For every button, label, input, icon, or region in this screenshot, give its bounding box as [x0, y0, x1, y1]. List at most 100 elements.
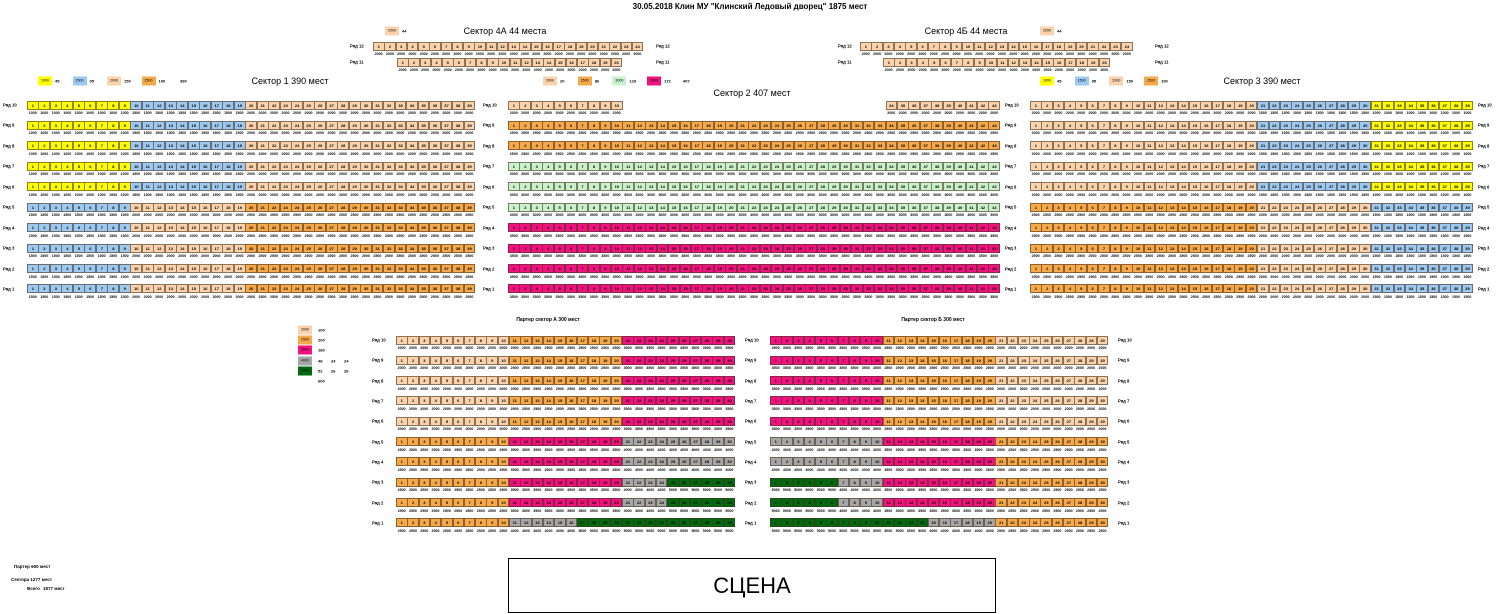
- seat[interactable]: 10: [1132, 223, 1144, 233]
- seat[interactable]: 14: [916, 396, 929, 406]
- seat[interactable]: 7: [576, 264, 589, 274]
- seat[interactable]: 13: [645, 243, 657, 253]
- seat[interactable]: 21: [256, 100, 269, 110]
- seat[interactable]: 17: [1211, 243, 1224, 253]
- seat[interactable]: 16: [565, 355, 578, 365]
- seat[interactable]: 15: [927, 355, 940, 365]
- seat[interactable]: 22: [633, 396, 645, 406]
- seat[interactable]: 12: [893, 457, 906, 467]
- seat[interactable]: 27: [1325, 141, 1338, 151]
- seat[interactable]: 35: [1416, 161, 1428, 171]
- seat[interactable]: 15: [554, 355, 566, 365]
- seat[interactable]: 1: [508, 120, 520, 130]
- seat[interactable]: 5: [815, 518, 827, 528]
- seat[interactable]: 19: [599, 396, 611, 406]
- seat[interactable]: 9: [1120, 141, 1133, 151]
- seat[interactable]: 33: [394, 223, 407, 233]
- seat[interactable]: 32: [1382, 120, 1394, 130]
- seat[interactable]: 24: [1291, 182, 1303, 192]
- seat[interactable]: 17: [576, 477, 589, 487]
- seat[interactable]: 4: [803, 518, 816, 528]
- seat[interactable]: 25: [302, 284, 315, 294]
- seat[interactable]: 26: [678, 376, 691, 386]
- seat[interactable]: 22: [633, 376, 645, 386]
- seat[interactable]: 24: [1029, 477, 1041, 487]
- seat[interactable]: 2: [519, 243, 532, 253]
- seat[interactable]: 4: [429, 396, 442, 406]
- seat[interactable]: 28: [337, 161, 349, 171]
- seat[interactable]: 33: [1393, 141, 1406, 151]
- seat[interactable]: 5: [72, 141, 85, 151]
- seat[interactable]: 11: [882, 437, 895, 447]
- seat[interactable]: 14: [916, 376, 929, 386]
- seat[interactable]: 6: [1086, 243, 1099, 253]
- seat[interactable]: 17: [950, 437, 962, 447]
- seat[interactable]: 8: [848, 376, 861, 386]
- seat[interactable]: 19: [972, 477, 985, 487]
- seat[interactable]: 27: [689, 457, 702, 467]
- seat[interactable]: 19: [599, 437, 611, 447]
- seat[interactable]: 37: [1438, 284, 1451, 294]
- seat[interactable]: 5: [815, 355, 827, 365]
- seat[interactable]: 26: [314, 284, 327, 294]
- seat[interactable]: 20: [984, 477, 996, 487]
- seat[interactable]: 22: [268, 223, 281, 233]
- seat[interactable]: 14: [542, 477, 555, 487]
- seat[interactable]: 11: [882, 396, 895, 406]
- seat[interactable]: 8: [1109, 243, 1122, 253]
- seat[interactable]: 22: [268, 202, 281, 212]
- seat[interactable]: 28: [701, 518, 713, 528]
- seat[interactable]: 29: [348, 141, 361, 151]
- seat[interactable]: 36: [429, 100, 441, 110]
- seat[interactable]: 20: [610, 396, 623, 406]
- seat[interactable]: 25: [302, 100, 315, 110]
- seat[interactable]: 13: [531, 518, 544, 528]
- seat[interactable]: 38: [452, 264, 464, 274]
- seat[interactable]: 5: [441, 416, 453, 426]
- seat[interactable]: 15: [554, 376, 566, 386]
- seat[interactable]: 24: [1029, 416, 1041, 426]
- seat[interactable]: 13: [164, 243, 177, 253]
- seat[interactable]: 1: [396, 477, 408, 487]
- seat[interactable]: 43: [988, 182, 1001, 192]
- seat[interactable]: 18: [1223, 284, 1235, 294]
- seat[interactable]: 20: [245, 182, 258, 192]
- seat[interactable]: 19: [713, 202, 726, 212]
- seat[interactable]: 35: [417, 202, 430, 212]
- seat[interactable]: 13: [645, 182, 657, 192]
- seat[interactable]: 13: [164, 223, 177, 233]
- seat[interactable]: 15: [1018, 41, 1031, 51]
- seat[interactable]: 12: [520, 477, 532, 487]
- seat[interactable]: 26: [794, 223, 806, 233]
- seat[interactable]: 5: [1075, 223, 1088, 233]
- seat[interactable]: 35: [896, 182, 909, 192]
- seat[interactable]: 11: [509, 335, 521, 345]
- seat[interactable]: 28: [701, 437, 713, 447]
- seat[interactable]: 18: [588, 335, 600, 345]
- seat[interactable]: 1: [1030, 100, 1042, 110]
- seat[interactable]: 39: [1461, 100, 1474, 110]
- seat[interactable]: 4: [429, 376, 442, 386]
- seat[interactable]: 18: [222, 100, 235, 110]
- seat[interactable]: 13: [905, 355, 917, 365]
- seat[interactable]: 1: [883, 57, 895, 67]
- seat[interactable]: 18: [588, 477, 600, 487]
- seat[interactable]: 36: [1427, 284, 1440, 294]
- seat[interactable]: 18: [222, 223, 235, 233]
- seat[interactable]: 23: [1279, 284, 1292, 294]
- seat[interactable]: 10: [985, 57, 997, 67]
- seat[interactable]: 15: [927, 457, 940, 467]
- seat[interactable]: 6: [565, 264, 577, 274]
- seat[interactable]: 33: [1393, 202, 1406, 212]
- seat[interactable]: 17: [950, 416, 962, 426]
- seat[interactable]: 18: [222, 243, 235, 253]
- seat[interactable]: 21: [995, 376, 1007, 386]
- seat[interactable]: 12: [893, 437, 906, 447]
- seat[interactable]: 37: [1438, 264, 1451, 274]
- seat[interactable]: 6: [565, 120, 577, 130]
- seat[interactable]: 36: [429, 120, 441, 130]
- seat[interactable]: 15: [554, 437, 566, 447]
- seat[interactable]: 24: [291, 161, 304, 171]
- seat[interactable]: 2: [38, 141, 51, 151]
- seat[interactable]: 3: [418, 416, 431, 426]
